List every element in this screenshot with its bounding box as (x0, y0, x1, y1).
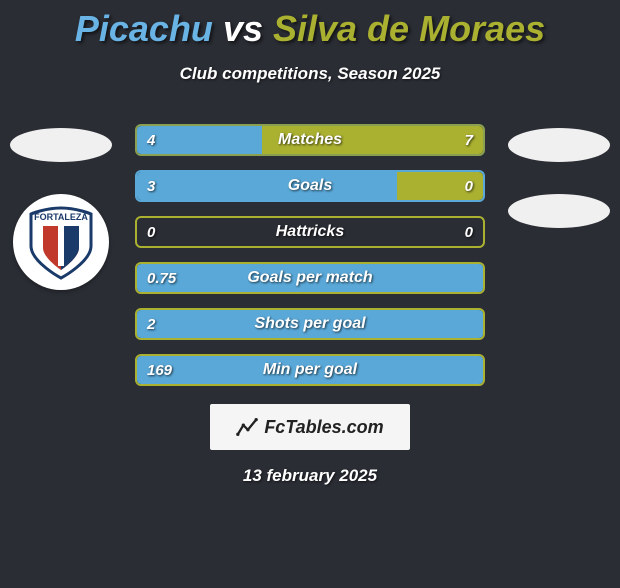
stat-label: Hattricks (137, 223, 483, 241)
site-logo: FcTables.com (210, 404, 410, 450)
stat-label: Min per goal (137, 361, 483, 379)
left-avatars: FORTALEZA (10, 128, 112, 290)
comparison-title: Picachu vs Silva de Moraes (0, 8, 620, 50)
club-badge-left: FORTALEZA (13, 194, 109, 290)
stat-row: 169Min per goal (135, 354, 485, 386)
stat-label: Goals per match (137, 269, 483, 287)
site-logo-text: FcTables.com (264, 417, 383, 438)
stat-row: 0.75Goals per match (135, 262, 485, 294)
player-left-avatar (10, 128, 112, 162)
fortaleza-shield-icon: FORTALEZA (21, 202, 101, 282)
player-left-name: Picachu (75, 8, 213, 49)
vs-text: vs (223, 8, 263, 49)
subtitle: Club competitions, Season 2025 (0, 64, 620, 84)
stat-row: 47Matches (135, 124, 485, 156)
right-avatars (508, 128, 610, 228)
svg-text:FORTALEZA: FORTALEZA (34, 212, 88, 222)
date-text: 13 february 2025 (0, 466, 620, 486)
stat-row: 00Hattricks (135, 216, 485, 248)
stat-label: Shots per goal (137, 315, 483, 333)
chart-icon (236, 416, 258, 438)
stats-container: 47Matches 30Goals 00Hattricks 0.75Goals per… (135, 124, 485, 386)
player-right-avatar-1 (508, 128, 610, 162)
player-right-avatar-2 (508, 194, 610, 228)
stat-label: Goals (137, 177, 483, 195)
stat-label: Matches (137, 131, 483, 149)
player-right-name: Silva de Moraes (273, 8, 545, 49)
stat-row: 2Shots per goal (135, 308, 485, 340)
stat-row: 30Goals (135, 170, 485, 202)
